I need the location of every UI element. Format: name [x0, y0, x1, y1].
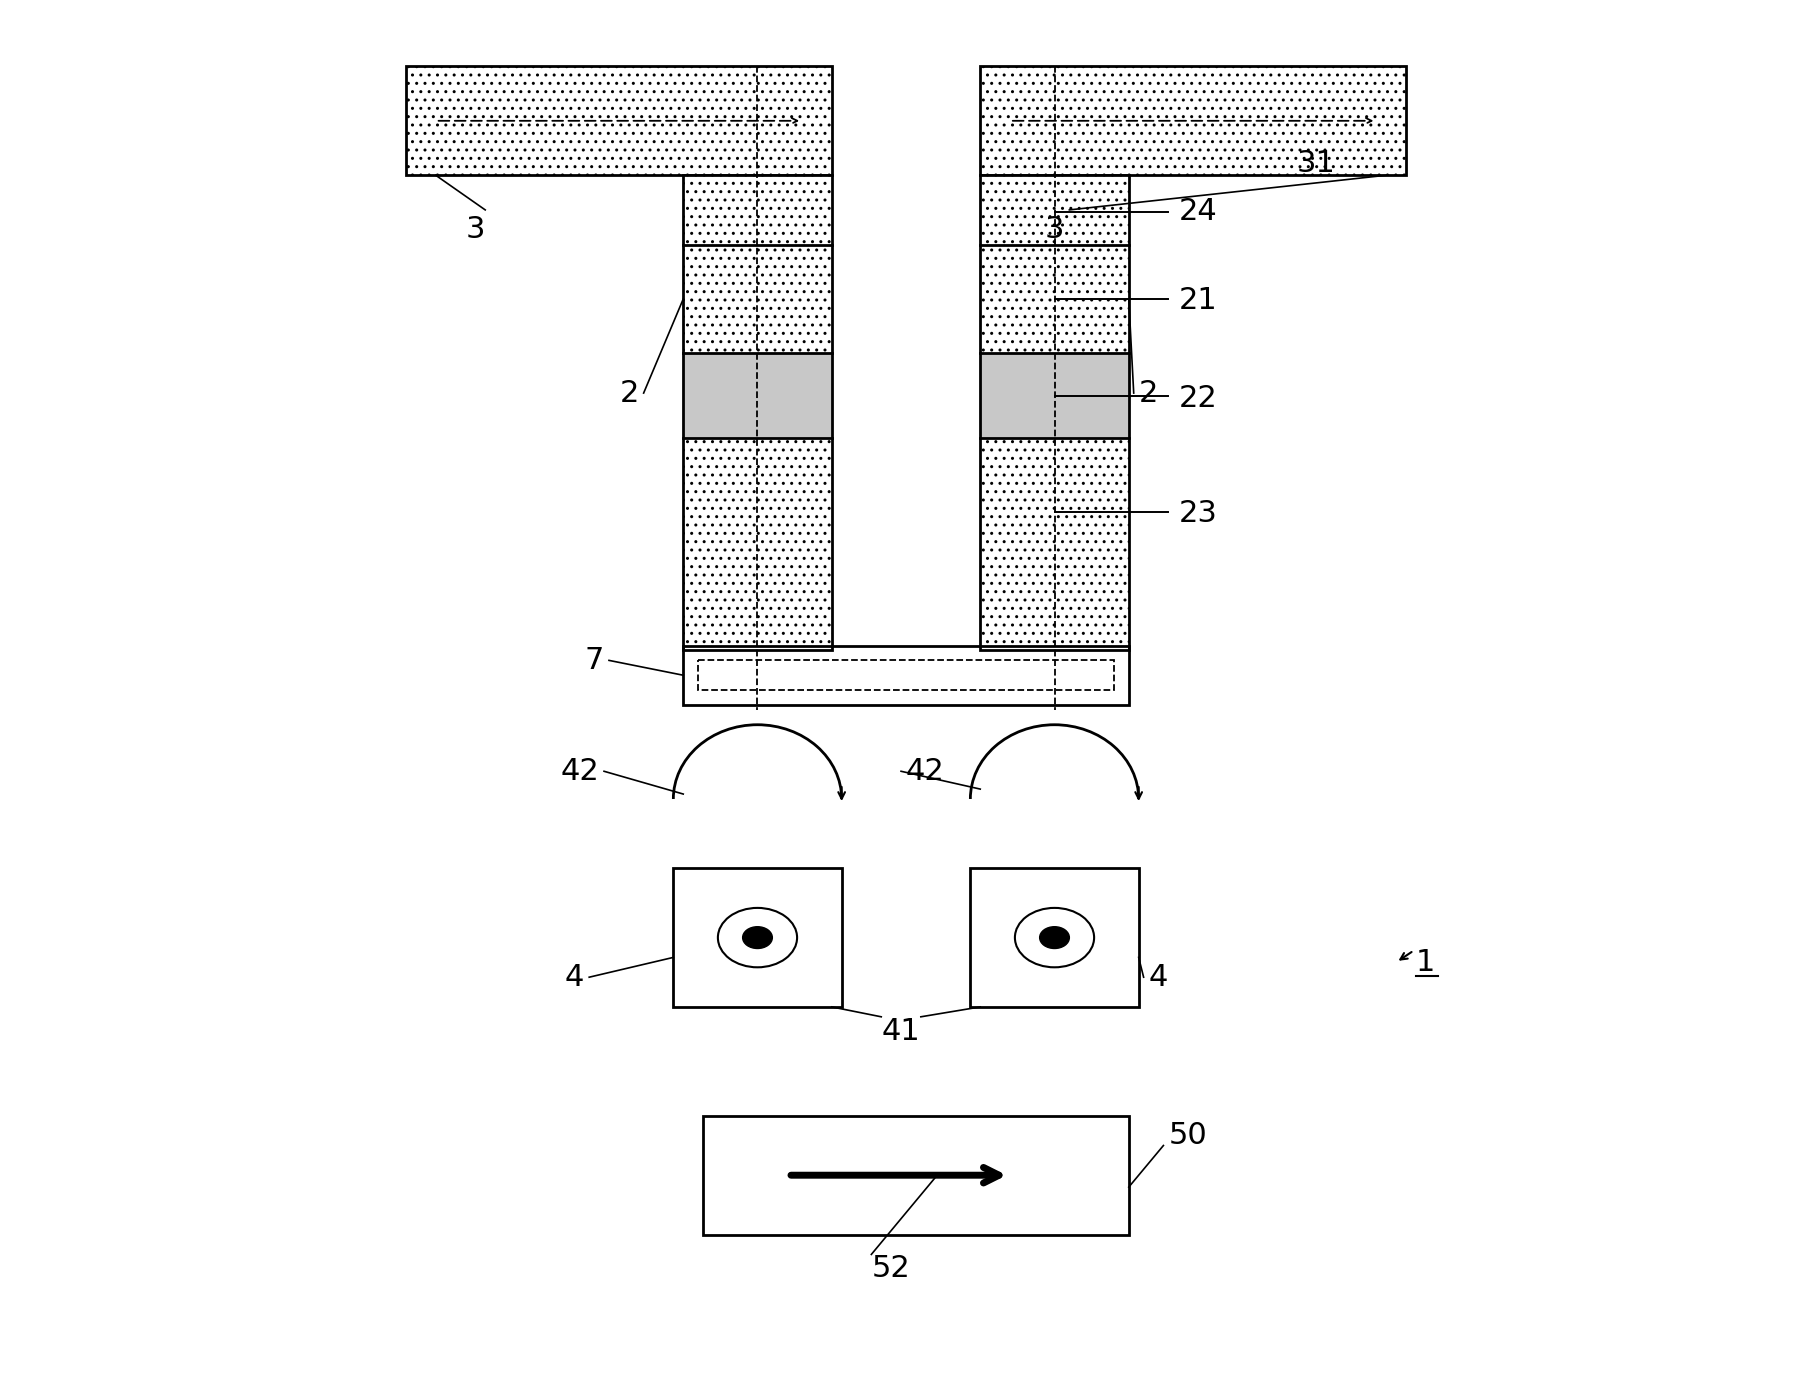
Bar: [683, 645, 1129, 705]
Text: 21: 21: [1178, 285, 1218, 314]
Text: 50: 50: [1169, 1122, 1207, 1150]
Text: 1: 1: [1415, 947, 1435, 977]
Text: 4: 4: [565, 963, 583, 992]
Text: 4: 4: [1149, 963, 1169, 992]
Text: 31: 31: [1297, 149, 1335, 177]
Text: 42: 42: [560, 757, 600, 785]
Text: 22: 22: [1178, 384, 1218, 412]
Text: 23: 23: [1178, 499, 1218, 528]
Text: 7: 7: [585, 645, 603, 675]
Bar: [980, 353, 1129, 437]
Text: 24: 24: [1178, 197, 1218, 226]
Text: 2: 2: [620, 379, 638, 408]
Text: 3: 3: [1046, 215, 1064, 244]
Text: 3: 3: [466, 215, 486, 244]
Bar: [674, 869, 841, 1007]
Bar: [683, 175, 832, 651]
Bar: [980, 66, 1406, 175]
Text: 2: 2: [1138, 379, 1158, 408]
Bar: [406, 66, 832, 175]
Text: 52: 52: [872, 1255, 910, 1284]
Text: 42: 42: [906, 757, 944, 785]
Bar: [980, 175, 1129, 651]
Bar: [698, 661, 1114, 690]
Bar: [683, 353, 832, 437]
Bar: [683, 175, 832, 651]
Ellipse shape: [743, 926, 772, 949]
Ellipse shape: [1040, 926, 1069, 949]
Text: 41: 41: [882, 1017, 920, 1046]
Bar: [980, 175, 1129, 651]
Bar: [971, 869, 1138, 1007]
Bar: [703, 1116, 1129, 1235]
